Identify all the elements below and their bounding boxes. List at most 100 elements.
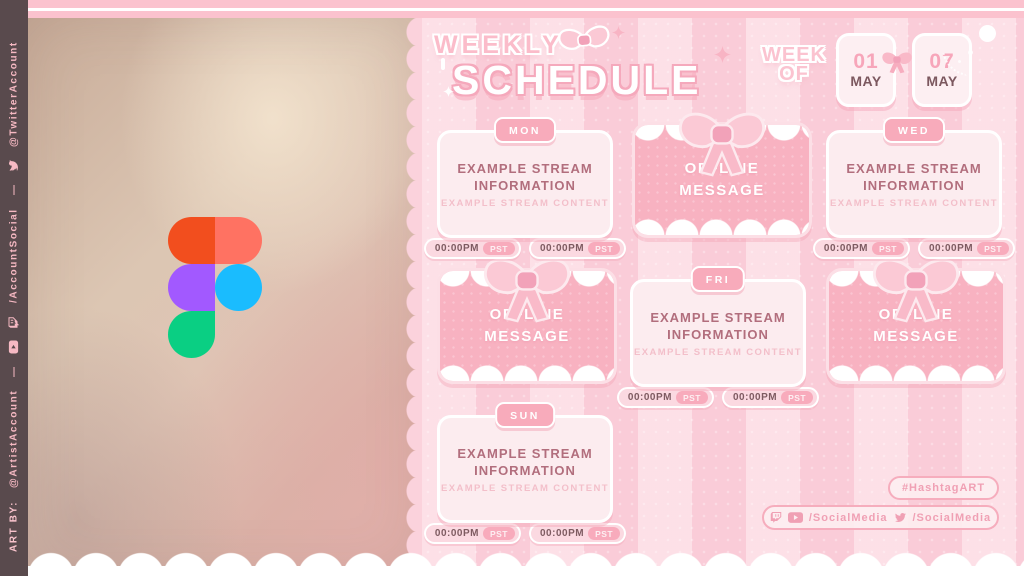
stream-subtitle: EXAMPLE STREAM CONTENT: [829, 197, 999, 209]
timezone-badge: PST: [588, 527, 621, 540]
day-label-pill: FRI: [690, 266, 746, 292]
social-handle-2: /SocialMedia: [912, 511, 992, 524]
sidebar-divider: —: [8, 183, 20, 196]
timezone-badge: PST: [871, 242, 904, 255]
offline-message-line2: MESSAGE: [873, 328, 959, 345]
offline-message-line2: MESSAGE: [679, 182, 765, 199]
week-end-day: 07: [929, 50, 955, 73]
time-value: 00:00PM: [540, 243, 585, 254]
art-by-label: ART BY:: [8, 500, 20, 552]
title-weekly: WEEKLY: [434, 31, 563, 59]
bow-icon: [880, 50, 914, 80]
time-row: 00:00PM PST 00:00PM PST: [423, 523, 627, 544]
week-end-month: MAY: [926, 73, 958, 89]
time-value: 00:00PM: [733, 392, 778, 403]
stream-info-card: EXAMPLE STREAM INFORMATION EXAMPLE STREA…: [630, 279, 806, 387]
week-start-date-card: 01 MAY: [836, 33, 896, 107]
dot-decor: [968, 50, 973, 55]
twitter-icon: [8, 159, 21, 171]
stream-title-line2: INFORMATION: [863, 177, 965, 193]
stream-info-card: EXAMPLE STREAM INFORMATION EXAMPLE STREA…: [437, 415, 613, 523]
offline-message-line2: MESSAGE: [484, 328, 570, 345]
title-schedule: SCHEDULE: [452, 57, 702, 103]
figma-logo-icon: [168, 217, 262, 358]
timezone-badge: PST: [675, 391, 708, 404]
figma-logo-purple-piece: [168, 264, 215, 311]
stream-title-line2: INFORMATION: [474, 177, 576, 193]
day-label-pill: SUN: [495, 402, 555, 428]
figma-logo-green-piece: [168, 311, 215, 358]
timezone-badge: PST: [781, 391, 814, 404]
sparkle-icon: [714, 46, 731, 63]
stream-info-card: EXAMPLE STREAM INFORMATION EXAMPLE STREA…: [826, 130, 1002, 238]
time-row: 00:00PM PST 00:00PM PST: [616, 387, 820, 408]
time-pill: 00:00PM PST: [529, 238, 627, 259]
stream-title-line2: INFORMATION: [667, 326, 769, 342]
sparkle-icon: [441, 58, 445, 70]
time-value: 00:00PM: [434, 528, 479, 539]
time-value: 00:00PM: [540, 528, 585, 539]
bottom-scallop-border: [28, 545, 1024, 576]
account-social-handle: /AccountSocial: [8, 208, 20, 304]
hashtag-pill[interactable]: #HashtagART: [888, 476, 999, 500]
timezone-badge: PST: [482, 527, 515, 540]
circle-decor: [979, 25, 996, 42]
stream-title-line2: INFORMATION: [474, 462, 576, 478]
stream-subtitle: EXAMPLE STREAM CONTENT: [633, 346, 803, 358]
youtube-icon: [787, 512, 803, 523]
stream-info-card: EXAMPLE STREAM INFORMATION EXAMPLE STREA…: [437, 130, 613, 238]
time-pill: 00:00PM PST: [529, 523, 627, 544]
schedule-card-offline-3: OFFLINE MESSAGE: [826, 258, 1006, 384]
artist-credit-sidebar: ART BY: @ArtistAccount — /AccountSocial …: [0, 0, 28, 576]
stream-title-line1: EXAMPLE STREAM: [457, 445, 593, 461]
day-label-pill: WED: [883, 117, 945, 143]
day-label: WED: [898, 125, 930, 137]
social-media-pill[interactable]: /SocialMedia /SocialMedia: [762, 505, 999, 530]
cloud-scallop-bottom: [635, 217, 809, 235]
twitter-handle: @TwitterAccount: [8, 41, 20, 147]
stream-subtitle: EXAMPLE STREAM CONTENT: [440, 197, 610, 209]
stream-subtitle: EXAMPLE STREAM CONTENT: [440, 482, 610, 494]
time-pill: 00:00PM PST: [616, 387, 714, 408]
week-of-line2: OF: [779, 63, 809, 85]
time-pill: 00:00PM PST: [812, 238, 910, 259]
time-pill: 00:00PM PST: [423, 238, 521, 259]
figma-logo-blue-piece: [215, 264, 262, 311]
cloud-scallop-bottom: [829, 363, 1003, 381]
time-row: 00:00PM PST 00:00PM PST: [812, 238, 1016, 259]
youtube-icon: [8, 340, 21, 354]
day-label-pill: MON: [494, 117, 556, 143]
time-value: 00:00PM: [929, 243, 974, 254]
bow-icon: [674, 107, 770, 183]
stream-title-line1: EXAMPLE STREAM: [457, 160, 593, 176]
schedule-card-offline-2: OFFLINE MESSAGE: [437, 258, 617, 384]
twitch-icon: [770, 511, 782, 524]
scalloped-divider-edge: [406, 18, 422, 576]
top-border-white-line: [28, 8, 1024, 11]
stream-title-line1: EXAMPLE STREAM: [846, 160, 982, 176]
sidebar-divider: —: [8, 365, 20, 377]
time-pill: 00:00PM PST: [722, 387, 820, 408]
day-label: SUN: [510, 410, 540, 422]
artist-handle: @ArtistAccount: [8, 389, 20, 488]
timezone-badge: PST: [977, 242, 1010, 255]
day-label: MON: [509, 125, 541, 137]
social-handle-1: /SocialMedia: [808, 511, 888, 524]
figma-logo-salmon-piece: [215, 217, 262, 264]
day-label: FRI: [705, 274, 731, 286]
sparkle-icon: [443, 86, 454, 97]
dot-decor: [958, 60, 961, 63]
time-pill: 00:00PM PST: [918, 238, 1016, 259]
week-of-line1: WEEK: [762, 44, 826, 66]
schedule-card-offline-1: OFFLINE MESSAGE: [632, 112, 812, 238]
week-start-month: MAY: [850, 73, 882, 89]
bow-icon: [868, 253, 964, 329]
week-of-label: WEEK OF: [762, 44, 826, 85]
week-start-day: 01: [853, 50, 879, 73]
sparkle-icon: [612, 26, 625, 39]
time-value: 00:00PM: [627, 392, 672, 403]
hashtag-label: #HashtagART: [901, 482, 986, 494]
figma-logo-red-piece: [168, 217, 215, 264]
time-pill: 00:00PM PST: [423, 523, 521, 544]
